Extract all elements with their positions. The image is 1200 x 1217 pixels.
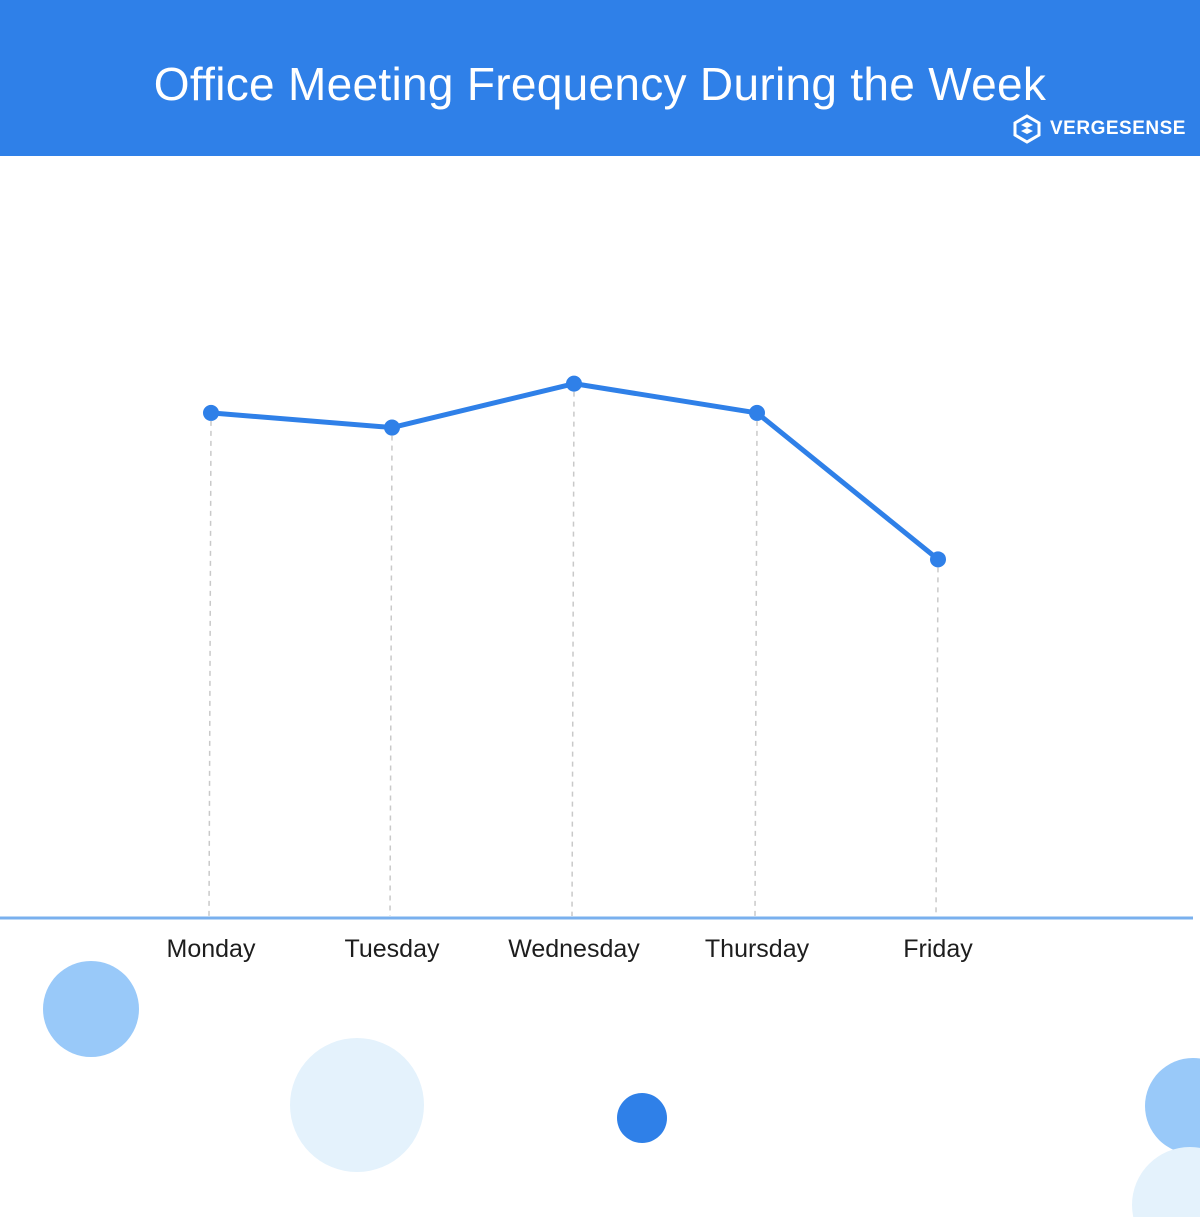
x-tick-labels: Monday Tuesday Wednesday Thursday Friday (167, 935, 974, 963)
vergesense-logo-icon (1013, 114, 1041, 144)
header-bar: Office Meeting Frequency During the Week… (0, 0, 1200, 156)
drop-line-friday (935, 567, 939, 917)
decor-circle-corner (1132, 1147, 1200, 1217)
decor-circle-pale (290, 1038, 424, 1172)
data-points (203, 375, 946, 568)
series-line (208, 381, 941, 562)
data-point-monday (203, 404, 219, 421)
brand-logo: VERGESENSE (1012, 114, 1186, 144)
data-point-thursday (749, 404, 765, 421)
x-tick-label-friday: Friday (903, 935, 973, 963)
data-point-wednesday (566, 375, 582, 392)
x-tick-label-wednesday: Wednesday (508, 935, 640, 963)
decor-circle-right (1145, 1058, 1200, 1154)
decor-circle-small (617, 1093, 667, 1143)
data-point-tuesday (384, 419, 400, 436)
drop-line-tuesday (389, 435, 393, 917)
grid-drop-lines (208, 391, 939, 917)
data-point-friday (930, 551, 946, 568)
x-tick-label-thursday: Thursday (705, 935, 810, 963)
decor-circle-left (43, 961, 139, 1057)
drop-line-thursday (754, 420, 758, 917)
drop-line-wednesday (571, 391, 575, 917)
brand-name: VERGESENSE (1050, 118, 1186, 139)
x-tick-label-tuesday: Tuesday (345, 935, 440, 963)
x-tick-label-monday: Monday (167, 935, 256, 963)
decorative-circles (43, 961, 1200, 1217)
chart-title: Office Meeting Frequency During the Week (153, 58, 1047, 110)
drop-line-monday (208, 420, 212, 917)
